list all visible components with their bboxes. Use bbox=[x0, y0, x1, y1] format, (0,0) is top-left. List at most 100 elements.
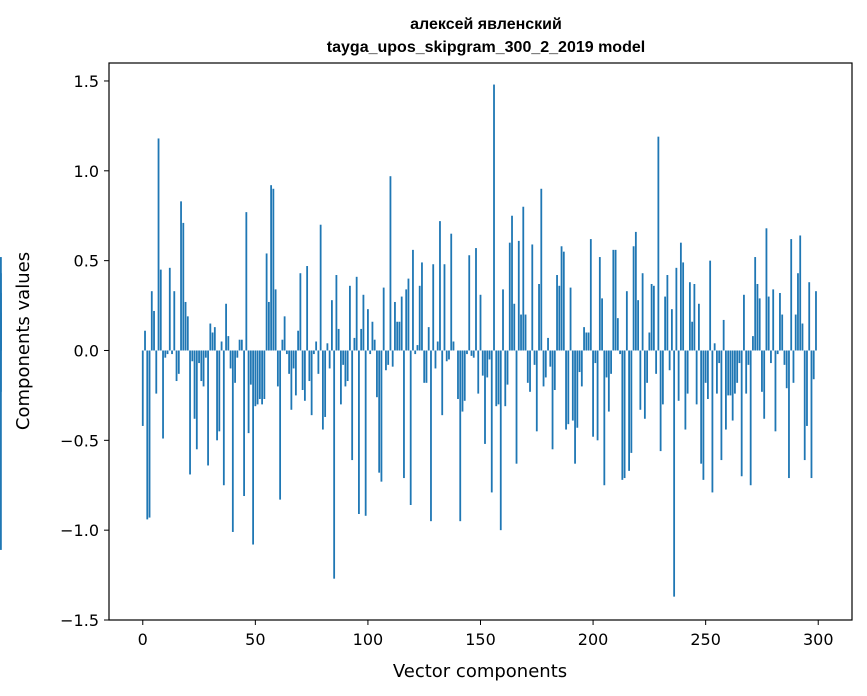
bar bbox=[497, 350, 500, 405]
x-tick-label: 0 bbox=[138, 630, 148, 649]
x-axis-label: Vector components bbox=[393, 661, 567, 682]
bar bbox=[583, 327, 585, 351]
bar bbox=[198, 350, 200, 364]
bar bbox=[702, 350, 705, 480]
bar bbox=[448, 350, 450, 360]
bar bbox=[229, 350, 232, 369]
bar bbox=[587, 332, 590, 351]
bar bbox=[542, 350, 545, 387]
bar bbox=[294, 350, 297, 396]
bar bbox=[441, 350, 444, 416]
bar bbox=[182, 222, 185, 351]
bar bbox=[484, 350, 486, 444]
bar bbox=[785, 350, 788, 389]
bar bbox=[664, 296, 667, 351]
bar bbox=[191, 350, 194, 362]
bars-group bbox=[0, 84, 817, 597]
bar bbox=[261, 350, 263, 405]
bar bbox=[562, 251, 565, 351]
bar bbox=[157, 138, 160, 351]
bar bbox=[418, 285, 421, 351]
bar bbox=[236, 350, 239, 358]
bar bbox=[576, 350, 579, 428]
bar bbox=[227, 336, 230, 351]
bar bbox=[513, 303, 516, 351]
bar bbox=[319, 224, 322, 351]
bar bbox=[792, 350, 795, 383]
bar bbox=[144, 330, 146, 351]
bar bbox=[788, 350, 790, 479]
bar bbox=[515, 350, 518, 464]
bar bbox=[747, 350, 750, 365]
bar bbox=[238, 339, 241, 351]
bar bbox=[195, 350, 198, 450]
bar bbox=[725, 350, 727, 430]
bar bbox=[450, 233, 453, 351]
bar bbox=[218, 350, 221, 432]
bar bbox=[301, 350, 304, 391]
bar bbox=[659, 350, 662, 452]
x-tick-label: 50 bbox=[245, 630, 265, 649]
y-tick-label: 0.5 bbox=[74, 252, 99, 271]
bar bbox=[394, 301, 396, 351]
bar bbox=[511, 215, 513, 351]
bar bbox=[749, 350, 752, 486]
bar bbox=[558, 285, 561, 351]
bar bbox=[204, 350, 207, 358]
bar bbox=[328, 350, 331, 369]
bar bbox=[333, 350, 336, 579]
bar bbox=[493, 84, 495, 351]
bar bbox=[614, 249, 617, 351]
bar bbox=[371, 321, 374, 351]
bar bbox=[752, 336, 754, 351]
bar bbox=[524, 314, 527, 351]
bar bbox=[673, 350, 676, 597]
bar bbox=[578, 350, 581, 373]
bar bbox=[799, 235, 802, 351]
bar bbox=[146, 350, 149, 520]
bar bbox=[166, 350, 169, 355]
bar bbox=[267, 301, 270, 351]
bar bbox=[369, 350, 372, 355]
bar bbox=[184, 301, 187, 351]
bar bbox=[326, 343, 329, 351]
bar bbox=[567, 350, 570, 425]
bar bbox=[436, 341, 439, 351]
bar bbox=[297, 330, 300, 351]
bar bbox=[306, 266, 309, 351]
bar bbox=[556, 275, 558, 351]
bar bbox=[162, 350, 164, 439]
bar bbox=[522, 206, 525, 351]
y-tick-label: −0.5 bbox=[60, 431, 99, 450]
bar bbox=[499, 350, 502, 531]
bar bbox=[186, 316, 189, 351]
bar bbox=[770, 350, 772, 364]
y-tick-label: −1.0 bbox=[60, 521, 99, 540]
bar bbox=[254, 350, 257, 407]
bar bbox=[148, 350, 151, 518]
bar bbox=[427, 327, 430, 351]
bar bbox=[434, 350, 437, 369]
bar bbox=[378, 350, 381, 473]
bar bbox=[283, 316, 286, 351]
bar bbox=[457, 350, 459, 399]
bar bbox=[245, 212, 248, 351]
bar bbox=[391, 350, 394, 367]
bar bbox=[740, 350, 743, 477]
bar bbox=[171, 350, 173, 355]
bar bbox=[155, 350, 158, 394]
bar bbox=[470, 350, 473, 356]
bar bbox=[722, 319, 725, 351]
bar bbox=[202, 350, 205, 387]
x-tick-label: 200 bbox=[578, 630, 609, 649]
bar bbox=[808, 282, 811, 351]
bar bbox=[508, 242, 511, 351]
y-tick-label: 1.0 bbox=[74, 162, 99, 181]
bar bbox=[240, 339, 243, 351]
bar bbox=[430, 350, 432, 522]
bar bbox=[652, 285, 655, 351]
bar bbox=[736, 350, 739, 383]
bar bbox=[189, 350, 191, 475]
bar bbox=[754, 257, 757, 351]
